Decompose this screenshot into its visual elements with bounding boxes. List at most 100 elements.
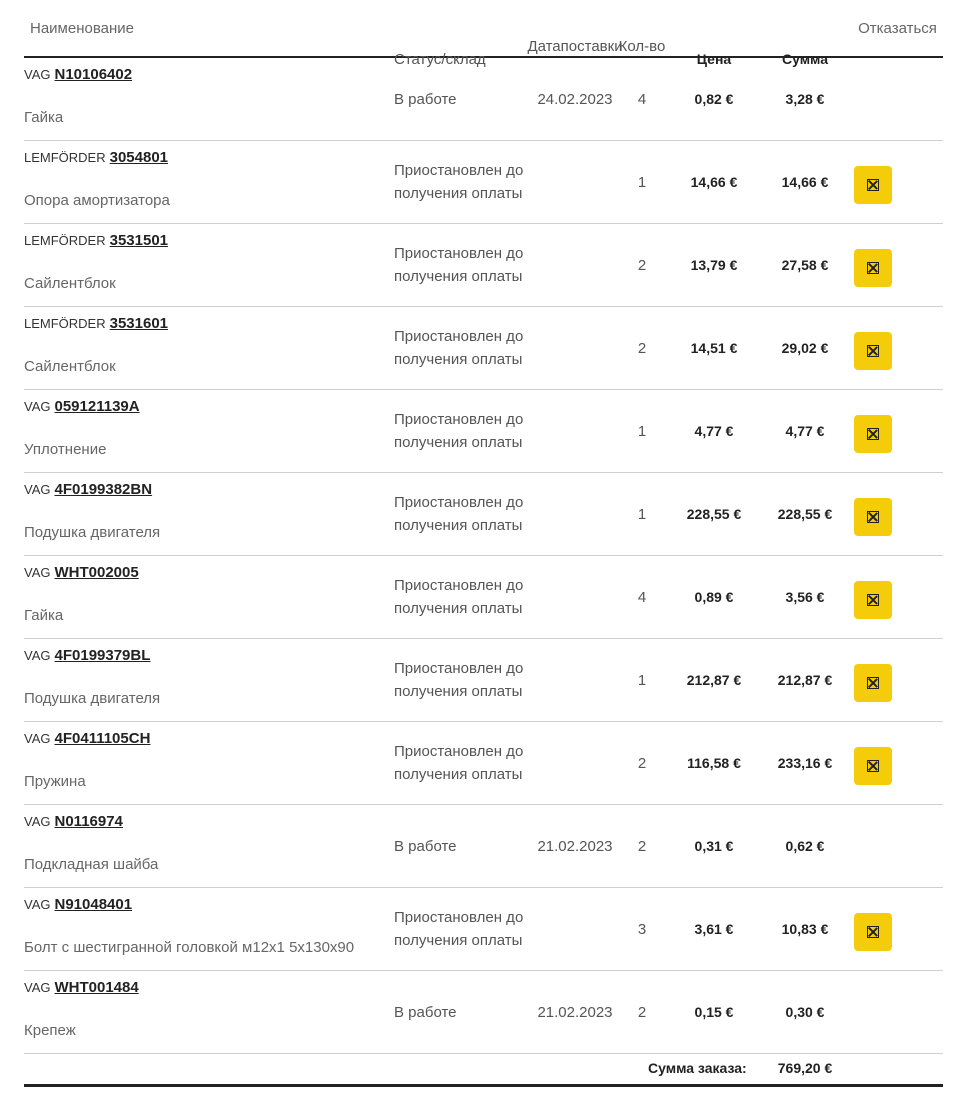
item-article-link[interactable]: 3054801 (109, 149, 169, 166)
item-description: Болт с шестигранной головкой м12х1 5х130… (24, 939, 355, 956)
item-status: В работе (394, 1003, 457, 1021)
table-row: LEMFÖRDER 3531501 Сайлентблок Приостановлен… (24, 224, 943, 307)
cancel-item-button[interactable] (854, 747, 892, 785)
table-row: VAG 4F0199379BL Подушка двигателя Приостано… (24, 639, 943, 722)
item-status: В работе (394, 90, 457, 108)
item-delivery-date: 21.02.2023 (537, 837, 613, 855)
item-delivery-date (532, 224, 618, 306)
x-box-icon (867, 179, 879, 191)
item-status: Приостановлен до получения оплаты (394, 162, 524, 202)
item-quantity: 2 (637, 339, 647, 357)
item-description: Опора амортизатора (24, 192, 170, 209)
item-delivery-date: 21.02.2023 (537, 1003, 613, 1021)
cancel-item-button[interactable] (854, 415, 892, 453)
item-article-link[interactable]: N10106402 (54, 66, 133, 83)
item-brand-article: VAG 4F0411105CH (24, 730, 150, 747)
cancel-item-button[interactable] (854, 913, 892, 951)
item-brand: LEMFÖRDER (24, 150, 106, 165)
item-brand-article: VAG N0116974 (24, 813, 123, 830)
header-qty-line2: во (649, 38, 666, 55)
cancel-item-button[interactable] (854, 581, 892, 619)
item-description: Пружина (24, 773, 86, 790)
order-total-label: Сумма заказа: (648, 1060, 747, 1076)
item-sum: 0,62 € (785, 838, 825, 854)
item-sum: 10,83 € (781, 921, 829, 937)
item-quantity: 2 (637, 837, 647, 855)
item-article-link[interactable]: 3531501 (109, 232, 169, 249)
item-status: В работе (394, 837, 457, 855)
item-brand-article: LEMFÖRDER 3531601 (24, 315, 168, 332)
cancel-item-button[interactable] (854, 166, 892, 204)
x-box-icon (867, 594, 879, 606)
item-description: Сайлентблок (24, 358, 116, 375)
x-box-icon (867, 677, 879, 689)
cancel-item-button[interactable] (854, 498, 892, 536)
header-date-line2: поставки (560, 38, 623, 55)
item-quantity: 2 (637, 754, 647, 772)
item-delivery-date (532, 307, 618, 389)
x-box-icon (867, 760, 879, 772)
header-status: Статус/склад (394, 50, 486, 68)
item-price: 3,61 € (694, 921, 734, 937)
item-article-link[interactable]: N0116974 (54, 813, 123, 830)
table-row: VAG 059121139A Уплотнение Приостановлен до … (24, 390, 943, 473)
header-qty-line1: Кол- (618, 38, 650, 55)
item-article-link[interactable]: 4F0411105CH (54, 730, 151, 747)
item-article-link[interactable]: 4F0199382BN (54, 481, 153, 498)
item-sum: 0,30 € (785, 1004, 825, 1020)
cancel-item-button[interactable] (854, 332, 892, 370)
item-sum: 27,58 € (781, 257, 829, 273)
item-sum: 29,02 € (781, 340, 829, 356)
item-quantity: 2 (637, 256, 647, 274)
item-quantity: 2 (637, 1003, 647, 1021)
item-quantity: 4 (637, 588, 647, 606)
item-sum: 4,77 € (785, 423, 825, 439)
item-brand-article: LEMFÖRDER 3531501 (24, 232, 168, 249)
item-price: 116,58 € (687, 755, 741, 771)
item-brand: VAG (24, 565, 51, 580)
item-description: Сайлентблок (24, 275, 116, 292)
item-article-link[interactable]: 3531601 (109, 315, 169, 332)
item-status: Приостановлен до получения оплаты (394, 411, 524, 451)
item-brand: VAG (24, 482, 51, 497)
item-price: 14,66 € (690, 174, 738, 190)
item-article-link[interactable]: N91048401 (54, 896, 133, 913)
item-article-link[interactable]: 4F0199379BL (54, 647, 151, 664)
item-sum: 212,87 € (777, 672, 833, 688)
table-row: VAG WHT002005 Гайка Приостановлен до получе… (24, 556, 943, 639)
item-brand: VAG (24, 814, 51, 829)
x-box-icon (867, 428, 879, 440)
table-row: VAG N91048401 Болт с шестигранной головкой… (24, 888, 943, 971)
table-row: VAG N10106402 Гайка В работе 24.02.2023 4 0,82… (24, 58, 943, 141)
item-article-link[interactable]: WHT001484 (54, 979, 139, 996)
table-row: VAG 4F0411105CH Пружина Приостановлен до по… (24, 722, 943, 805)
item-quantity: 4 (637, 90, 647, 108)
x-box-icon (867, 511, 879, 523)
item-article-link[interactable]: 059121139A (54, 398, 140, 415)
item-quantity: 3 (637, 920, 647, 938)
x-box-icon (867, 926, 879, 938)
item-delivery-date (532, 556, 618, 638)
item-brand-article: VAG WHT001484 (24, 979, 139, 996)
table-row: LEMFÖRDER 3054801 Опора амортизатора Приост… (24, 141, 943, 224)
cancel-item-button[interactable] (854, 249, 892, 287)
item-price: 0,15 € (694, 1004, 734, 1020)
x-box-icon (867, 345, 879, 357)
item-sum: 233,16 € (777, 755, 833, 771)
table-body: VAG N10106402 Гайка В работе 24.02.2023 4 0,82… (24, 58, 943, 1054)
header-price: Цена (696, 51, 732, 67)
item-delivery-date (532, 639, 618, 721)
item-status: Приостановлен до получения оплаты (394, 909, 524, 949)
order-total-value: 769,20 € (777, 1060, 833, 1076)
header-date-line1: Дата (527, 38, 561, 55)
item-description: Крепеж (24, 1022, 76, 1039)
table-row: VAG N0116974 Подкладная шайба В работе 21.02… (24, 805, 943, 888)
cancel-item-button[interactable] (854, 664, 892, 702)
item-description: Гайка (24, 109, 64, 126)
item-status: Приостановлен до получения оплаты (394, 577, 524, 617)
item-article-link[interactable]: WHT002005 (54, 564, 139, 581)
item-description: Гайка (24, 607, 64, 624)
item-status: Приостановлен до получения оплаты (394, 494, 524, 534)
header-sum: Сумма (781, 51, 829, 67)
header-name: Наименование (30, 20, 134, 37)
